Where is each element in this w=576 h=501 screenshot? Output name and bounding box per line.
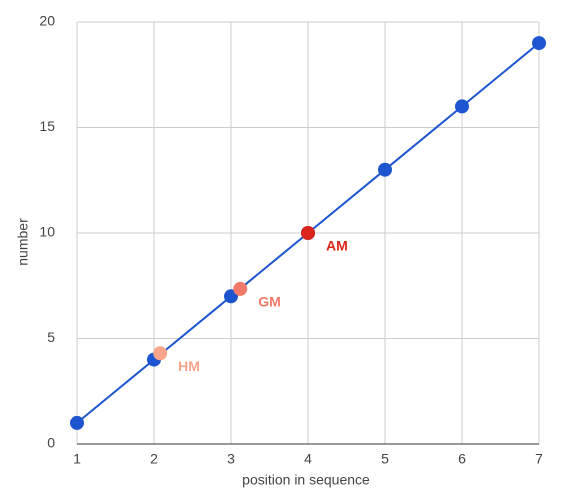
x-tick-label: 5 bbox=[381, 451, 389, 467]
y-tick-label: 15 bbox=[39, 118, 55, 134]
x-tick-label: 6 bbox=[458, 451, 466, 467]
y-tick-label: 10 bbox=[39, 224, 55, 240]
x-tick-label: 7 bbox=[535, 451, 543, 467]
x-tick-label: 3 bbox=[227, 451, 235, 467]
point bbox=[378, 162, 392, 177]
point bbox=[455, 99, 469, 114]
y-tick-label: 5 bbox=[47, 329, 55, 345]
point bbox=[70, 415, 84, 430]
y-axis-label: number bbox=[15, 218, 31, 266]
y-tick-label: 20 bbox=[39, 13, 55, 29]
highlight-label: GM bbox=[258, 294, 281, 310]
x-axis-label: position in sequence bbox=[242, 472, 370, 488]
x-tick-label: 1 bbox=[73, 451, 81, 467]
x-tick-label: 2 bbox=[150, 451, 158, 467]
x-tick-label: 4 bbox=[304, 451, 312, 467]
highlight-label: AM bbox=[326, 238, 348, 254]
highlight-point bbox=[153, 346, 168, 361]
highlight-point bbox=[233, 281, 248, 296]
highlight-point bbox=[301, 226, 315, 240]
highlight-label: HM bbox=[178, 358, 200, 374]
point bbox=[532, 36, 546, 51]
y-tick-label: 0 bbox=[47, 435, 55, 451]
